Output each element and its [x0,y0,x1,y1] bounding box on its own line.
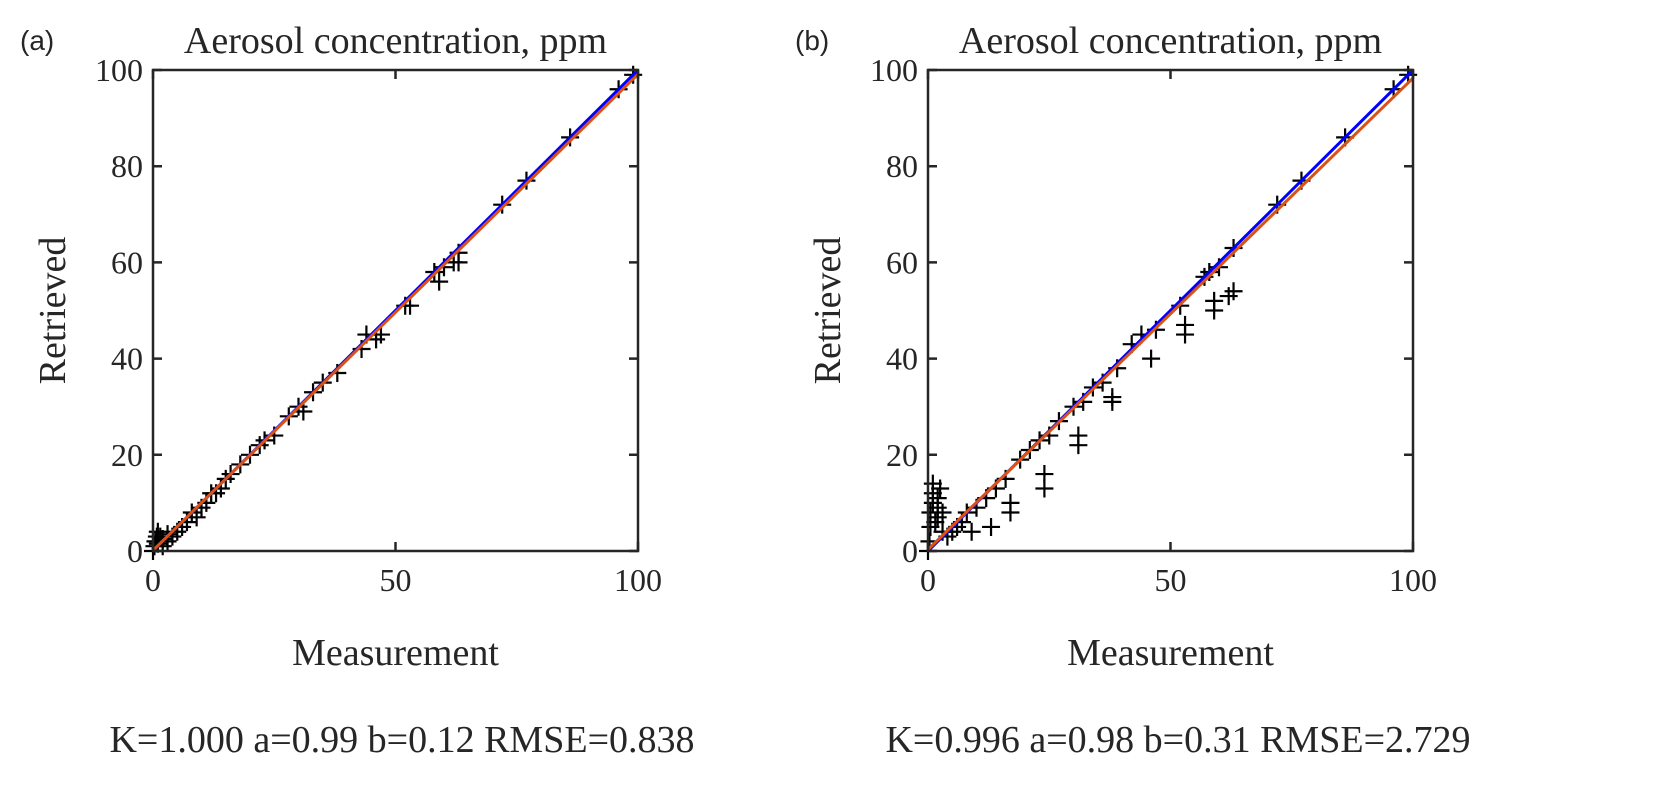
y-tick-label: 60 [886,244,918,280]
y-axis-label: Retrieved [807,237,849,385]
data-point [1001,493,1020,512]
y-tick-label: 20 [111,437,143,473]
panel-label: (a) [20,25,54,56]
data-point [1219,287,1238,306]
data-point [1205,291,1224,310]
y-tick-label: 0 [127,533,143,569]
x-tick-label: 100 [614,562,662,598]
chart-title: Aerosol concentration, ppm [959,20,1382,62]
y-tick-label: 40 [111,341,143,377]
y-tick-label: 80 [111,148,143,184]
y-tick-label: 100 [870,52,918,88]
data-point [1224,282,1243,301]
x-tick-label: 50 [1155,562,1187,598]
x-axis-label: Measurement [1067,632,1274,674]
data-point [430,272,449,291]
data-point [187,508,206,527]
data-point [1176,315,1195,334]
fit-line [151,73,640,552]
chart-title: Aerosol concentration, ppm [184,20,607,62]
y-tick-label: 40 [886,341,918,377]
x-tick-label: 50 [380,562,412,598]
x-tick-label: 100 [1389,562,1437,598]
data-point [294,402,313,421]
panel-a: 0 20 40 60 80 100 0 50 100 (a) Aerosol concentrati… [20,20,695,761]
x-axis-label: Measurement [292,632,499,674]
x-tick-label: 0 [145,562,161,598]
data-point [928,489,947,508]
data-point [962,522,981,541]
x-tick-label: 0 [920,562,936,598]
panel-b: 0 20 40 60 80 100 0 50 100 (b) Aerosol concentrati… [795,20,1471,761]
y-tick-label: 80 [886,148,918,184]
stats-text: K=0.996 a=0.98 b=0.31 RMSE=2.729 [885,719,1470,761]
data-point [982,517,1001,536]
stats-text: K=1.000 a=0.99 b=0.12 RMSE=0.838 [109,719,694,761]
fit-line [926,77,1415,551]
y-tick-label: 60 [111,244,143,280]
data-point [1069,426,1088,445]
data-point [1103,388,1122,407]
y-tick-label: 20 [886,437,918,473]
panel-label: (b) [795,25,829,56]
data-point [933,503,952,522]
y-axis-label: Retrieved [32,237,74,385]
data-point [1142,349,1161,368]
y-tick-label: 0 [902,533,918,569]
y-tick-label: 100 [95,52,143,88]
data-point [926,513,945,532]
data-point [1035,465,1054,484]
data-point [931,479,950,498]
data-point [928,508,947,527]
